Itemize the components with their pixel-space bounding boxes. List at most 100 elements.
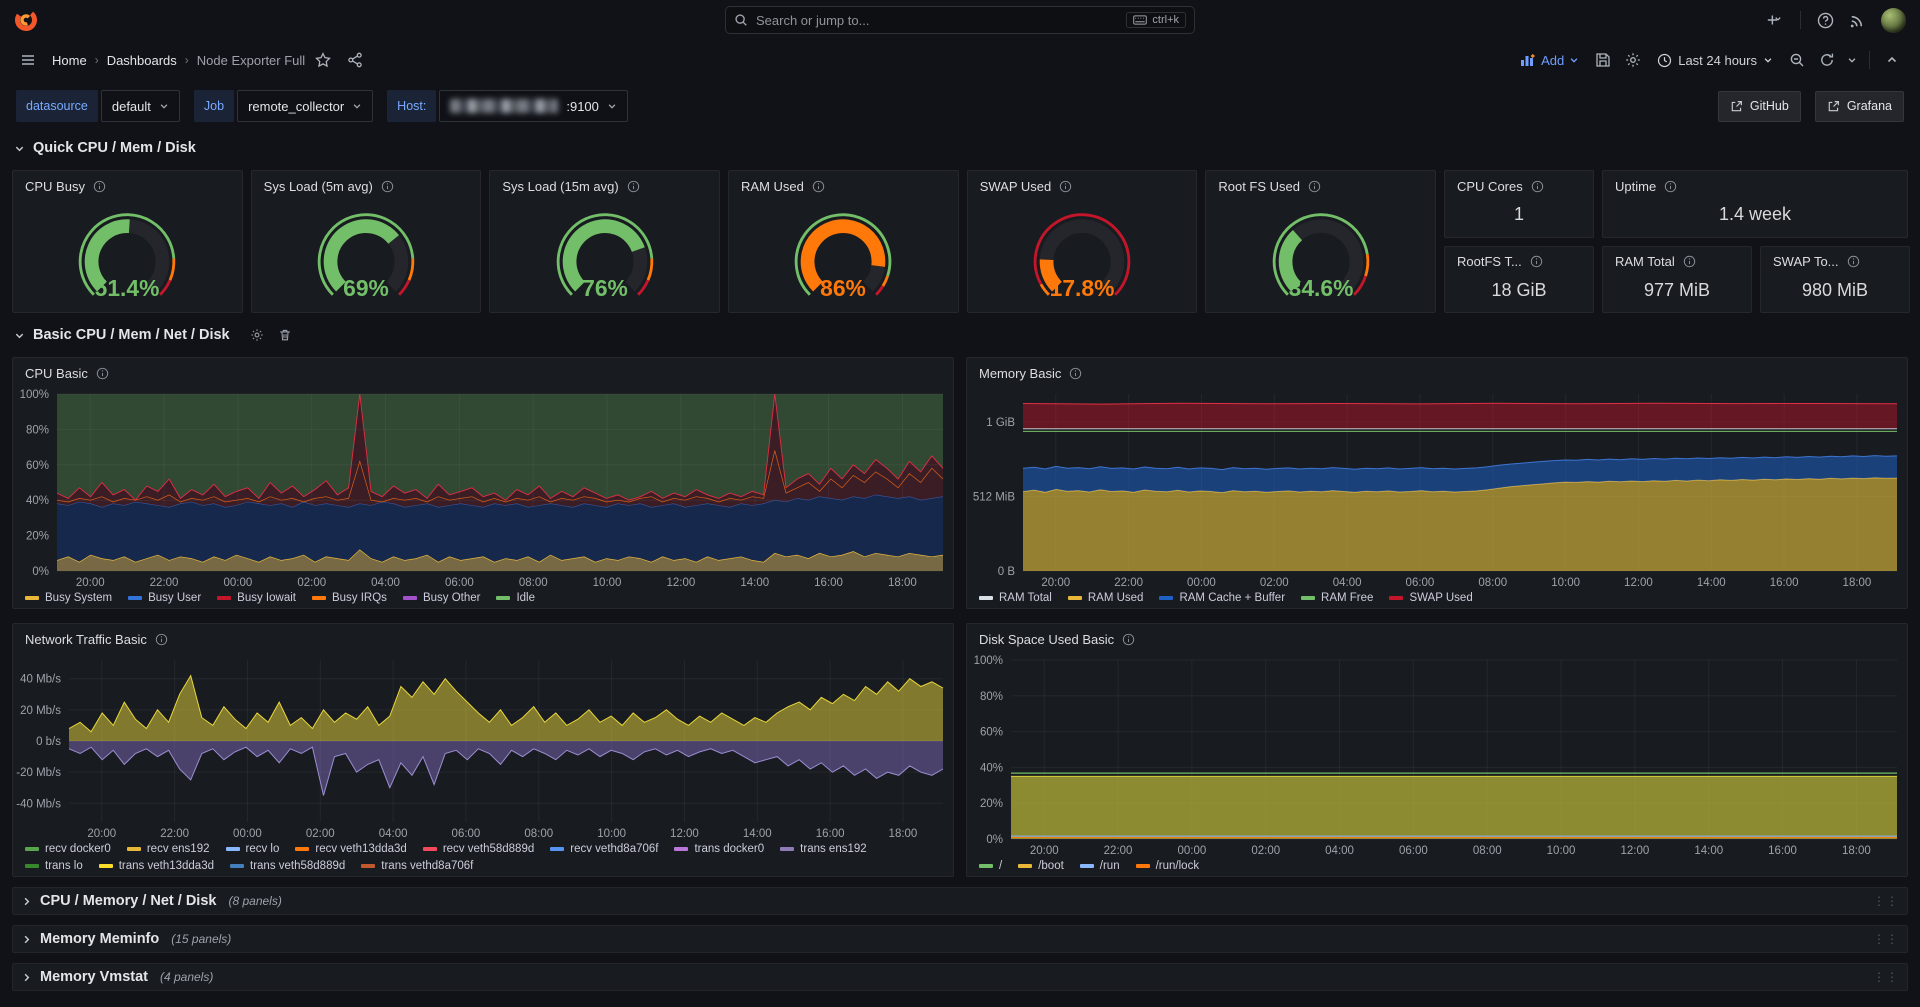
star-icon[interactable]	[309, 47, 337, 73]
info-icon[interactable]	[1531, 180, 1544, 193]
time-range-picker[interactable]: Last 24 hours	[1649, 49, 1781, 72]
refresh-button[interactable]	[1813, 47, 1841, 73]
panel-title[interactable]: RAM Used	[741, 178, 804, 194]
legend-swatch	[25, 596, 39, 600]
info-icon[interactable]	[1308, 180, 1321, 193]
legend-item[interactable]: recv lo	[225, 843, 279, 855]
zoom-out-time-button[interactable]	[1783, 47, 1811, 73]
panel-title[interactable]: CPU Basic	[25, 365, 88, 381]
legend-item[interactable]: RAM Cache + Buffer	[1159, 592, 1285, 604]
legend-item[interactable]: Busy System	[25, 592, 112, 604]
panel-title[interactable]: Uptime	[1615, 178, 1657, 194]
legend-item[interactable]: trans lo	[25, 860, 83, 872]
legend-item[interactable]: /boot	[1018, 860, 1064, 872]
breadcrumb-home[interactable]: Home	[52, 52, 87, 68]
legend-item[interactable]: trans veth58d889d	[230, 860, 345, 872]
info-icon[interactable]	[1847, 255, 1860, 268]
panel-title[interactable]: RAM Total	[1615, 254, 1675, 269]
svg-text:20%: 20%	[980, 798, 1003, 810]
legend-item[interactable]: trans docker0	[674, 843, 764, 855]
info-icon[interactable]	[1069, 367, 1082, 380]
panel-title[interactable]: Disk Space Used Basic	[979, 631, 1115, 647]
info-icon[interactable]	[1530, 255, 1543, 268]
legend-item[interactable]: recv vethd8a706f	[550, 843, 658, 855]
legend-item[interactable]: recv ens192	[126, 843, 210, 855]
legend-item[interactable]: trans veth13dda3d	[98, 860, 214, 872]
variable-label[interactable]: Job	[193, 90, 235, 122]
panel-title[interactable]: SWAP To...	[1773, 254, 1839, 269]
refresh-interval-dropdown[interactable]	[1843, 47, 1861, 73]
info-icon[interactable]	[1059, 180, 1072, 193]
legend-item[interactable]: recv veth13dda3d	[295, 843, 407, 855]
legend-item[interactable]: Idle	[496, 592, 535, 604]
row-delete-icon[interactable]	[278, 328, 292, 342]
info-icon[interactable]	[96, 367, 109, 380]
panel-title[interactable]: Sys Load (5m avg)	[263, 178, 373, 194]
legend-item[interactable]: /run/lock	[1135, 860, 1199, 872]
panel-title[interactable]: Network Traffic Basic	[25, 631, 147, 647]
legend-item[interactable]: /	[979, 860, 1002, 872]
variable-value-dropdown[interactable]: default	[100, 90, 180, 122]
help-icon[interactable]	[1811, 7, 1839, 33]
legend-item[interactable]: trans ens192	[780, 843, 867, 855]
variable-value-dropdown[interactable]: :9100	[439, 90, 628, 122]
legend-item[interactable]: RAM Used	[1067, 592, 1143, 604]
drag-handle-icon[interactable]: ⋮⋮	[1873, 894, 1899, 908]
info-icon[interactable]	[93, 180, 106, 193]
panel-title[interactable]: Memory Basic	[979, 365, 1062, 381]
variable-label[interactable]: datasource	[16, 90, 98, 122]
collapsed-row-memory-meminfo[interactable]: Memory Meminfo (15 panels) ⋮⋮	[12, 925, 1908, 953]
collapse-topbar-button[interactable]	[1878, 47, 1906, 73]
info-icon[interactable]	[1122, 633, 1135, 646]
panel-title[interactable]: CPU Cores	[1457, 178, 1523, 194]
row-settings-icon[interactable]	[250, 328, 264, 342]
info-icon[interactable]	[155, 633, 168, 646]
info-icon[interactable]	[381, 180, 394, 193]
new-menu-button[interactable]	[1762, 7, 1790, 33]
legend-item[interactable]: recv docker0	[25, 843, 111, 855]
legend-item[interactable]: Busy User	[128, 592, 201, 604]
legend-item[interactable]: RAM Total	[979, 592, 1052, 604]
panel-title[interactable]: SWAP Used	[979, 178, 1052, 194]
legend-swatch	[230, 864, 244, 868]
legend-item[interactable]: Busy Other	[402, 592, 480, 604]
legend-item[interactable]: Busy IRQs	[311, 592, 387, 604]
panel-title[interactable]: Root FS Used	[1218, 178, 1301, 194]
avatar[interactable]	[1881, 7, 1906, 33]
row-header-basic[interactable]: Basic CPU / Mem / Net / Disk	[14, 323, 1908, 347]
gauge-arc: 17.8%	[1033, 212, 1131, 300]
breadcrumb-dashboards[interactable]: Dashboards	[106, 52, 177, 68]
drag-handle-icon[interactable]: ⋮⋮	[1873, 970, 1899, 984]
legend-item[interactable]: RAM Free	[1301, 592, 1373, 604]
info-icon[interactable]	[812, 180, 825, 193]
legend-item[interactable]: Busy Iowait	[217, 592, 296, 604]
dashboard-settings-button[interactable]	[1619, 47, 1647, 73]
panel-title[interactable]: Sys Load (15m avg)	[502, 178, 619, 194]
add-button[interactable]: Add	[1512, 49, 1587, 72]
panel-title[interactable]: CPU Busy	[25, 178, 85, 194]
search-input[interactable]: Search or jump to... ctrl+k	[725, 6, 1195, 34]
variable-label[interactable]: Host:	[387, 90, 437, 122]
news-icon[interactable]	[1843, 7, 1871, 33]
info-icon[interactable]	[1664, 180, 1677, 193]
menu-icon[interactable]	[14, 47, 42, 73]
legend-item[interactable]: /run	[1079, 860, 1120, 872]
legend-item[interactable]: SWAP Used	[1389, 592, 1473, 604]
panel-title[interactable]: RootFS T...	[1457, 254, 1522, 269]
drag-handle-icon[interactable]: ⋮⋮	[1873, 932, 1899, 946]
variable-value-dropdown[interactable]: remote_collector	[237, 90, 374, 122]
github-link-button[interactable]: GitHub	[1717, 90, 1801, 122]
info-icon[interactable]	[627, 180, 640, 193]
grafana-link-button[interactable]: Grafana	[1814, 90, 1904, 122]
info-icon[interactable]	[1683, 255, 1696, 268]
grafana-logo-icon[interactable]	[14, 8, 38, 32]
legend-item[interactable]: trans vethd8a706f	[361, 860, 473, 872]
share-icon[interactable]	[341, 47, 369, 73]
save-dashboard-button[interactable]	[1589, 47, 1617, 73]
collapsed-row-memory-vmstat[interactable]: Memory Vmstat (4 panels) ⋮⋮	[12, 963, 1908, 991]
legend-item[interactable]: recv veth58d889d	[422, 843, 534, 855]
legend-swatch	[295, 847, 310, 851]
svg-text:08:00: 08:00	[1473, 845, 1502, 857]
collapsed-row-cpu---memory---net---disk[interactable]: CPU / Memory / Net / Disk (8 panels) ⋮⋮	[12, 887, 1908, 915]
row-header-quick[interactable]: Quick CPU / Mem / Disk	[14, 136, 1908, 160]
